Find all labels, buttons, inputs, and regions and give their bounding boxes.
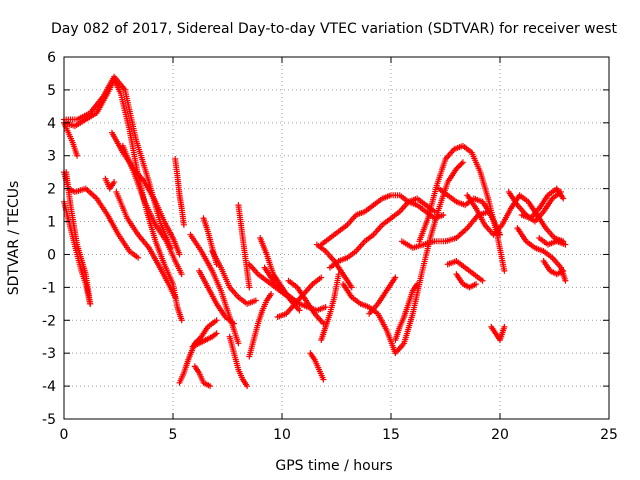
series-trace-42 <box>505 188 565 225</box>
series-trace-12 <box>176 317 220 386</box>
data-point <box>562 241 569 248</box>
series-trace-38 <box>444 258 486 284</box>
data-point <box>178 271 185 278</box>
data-point <box>176 251 183 258</box>
data-point <box>457 161 464 168</box>
data-point <box>440 211 447 218</box>
series-trace-31 <box>326 195 438 271</box>
series-trace-05 <box>63 169 94 307</box>
data-point <box>456 163 463 170</box>
series-trace-33 <box>366 274 399 317</box>
data-point <box>252 297 259 304</box>
y-tick-label: 5 <box>47 83 56 99</box>
y-tick-label: -4 <box>42 379 56 395</box>
series-trace-11 <box>172 156 187 228</box>
data-point <box>560 195 567 202</box>
series-trace-10 <box>102 175 118 192</box>
data-point <box>473 281 480 288</box>
data-point <box>111 179 118 186</box>
x-axis-ticks: 0 5 10 15 20 25 <box>60 57 618 443</box>
series-trace-18 <box>209 248 259 307</box>
data-point <box>414 281 421 288</box>
data-point <box>459 159 466 166</box>
y-axis-ticks: -5 -4 -3 -2 -1 0 1 2 3 4 5 6 <box>42 50 609 428</box>
data-point <box>322 304 329 311</box>
data-point <box>231 320 238 327</box>
series-trace-08 <box>119 142 185 278</box>
x-tick-label: 0 <box>60 427 69 443</box>
data-point <box>235 340 242 347</box>
series-trace-19 <box>226 333 251 390</box>
y-tick-label: 0 <box>47 247 56 263</box>
y-tick-label: -2 <box>42 313 56 329</box>
data-point <box>320 376 327 383</box>
series-trace-21 <box>246 290 275 360</box>
data-point <box>318 274 325 281</box>
data-points <box>61 73 569 390</box>
data-point <box>172 294 179 301</box>
y-tick-label: 3 <box>47 149 56 165</box>
x-tick-label: 10 <box>273 427 291 443</box>
series-trace-36 <box>416 142 508 274</box>
y-tick-label: -3 <box>42 346 56 362</box>
data-point <box>497 231 503 238</box>
data-point <box>501 323 508 330</box>
chart-title: Day 082 of 2017, Sidereal Day-to-day VTE… <box>51 21 618 37</box>
series-trace-09 <box>113 188 179 301</box>
series-trace-01 <box>61 77 185 324</box>
data-point <box>268 290 275 297</box>
data-point <box>135 254 142 261</box>
x-tick-label: 20 <box>491 427 509 443</box>
y-tick-label: 6 <box>47 50 56 66</box>
data-point <box>87 300 94 307</box>
grid-lines <box>64 57 609 419</box>
y-axis-label: SDTVAR / TECUs <box>6 181 22 296</box>
x-tick-label: 15 <box>382 427 400 443</box>
y-tick-label: 1 <box>47 215 56 231</box>
x-tick-label: 5 <box>169 427 178 443</box>
series-trace-14 <box>189 330 220 350</box>
data-point <box>501 267 508 274</box>
data-point <box>180 221 187 228</box>
data-point <box>296 307 303 314</box>
data-point <box>560 267 567 274</box>
plot-frame <box>63 56 610 420</box>
x-axis-label: GPS time / hours <box>275 458 392 474</box>
data-point <box>207 383 214 390</box>
series-trace-39 <box>453 271 480 291</box>
y-tick-label: -5 <box>42 412 56 428</box>
series-trace-27 <box>307 350 327 383</box>
series-trace-32 <box>340 159 466 357</box>
data-point <box>244 383 251 390</box>
data-point <box>562 277 569 284</box>
data-point <box>348 284 355 291</box>
data-point <box>213 317 220 324</box>
series-trace-20 <box>235 202 253 291</box>
data-point <box>454 164 461 171</box>
data-point <box>479 277 486 284</box>
data-point <box>74 152 81 159</box>
series-trace-28 <box>318 271 342 344</box>
data-point <box>458 160 465 167</box>
data-point <box>392 274 399 281</box>
series-trace-45 <box>536 235 569 248</box>
series-trace-46 <box>540 258 567 278</box>
x-tick-label: 25 <box>600 427 618 443</box>
series-trace-16 <box>196 267 238 327</box>
data-point <box>213 330 220 337</box>
y-tick-label: 4 <box>47 116 56 132</box>
series-trace-41 <box>488 323 508 344</box>
y-tick-label: 2 <box>47 182 56 198</box>
data-point <box>246 284 253 291</box>
data-point <box>453 165 460 172</box>
series-trace-13 <box>187 231 242 347</box>
series-trace-15 <box>191 363 214 390</box>
y-tick-label: -1 <box>42 280 56 296</box>
data-point <box>178 317 185 324</box>
series-trace-44 <box>518 185 567 222</box>
series-trace-34 <box>392 281 421 344</box>
